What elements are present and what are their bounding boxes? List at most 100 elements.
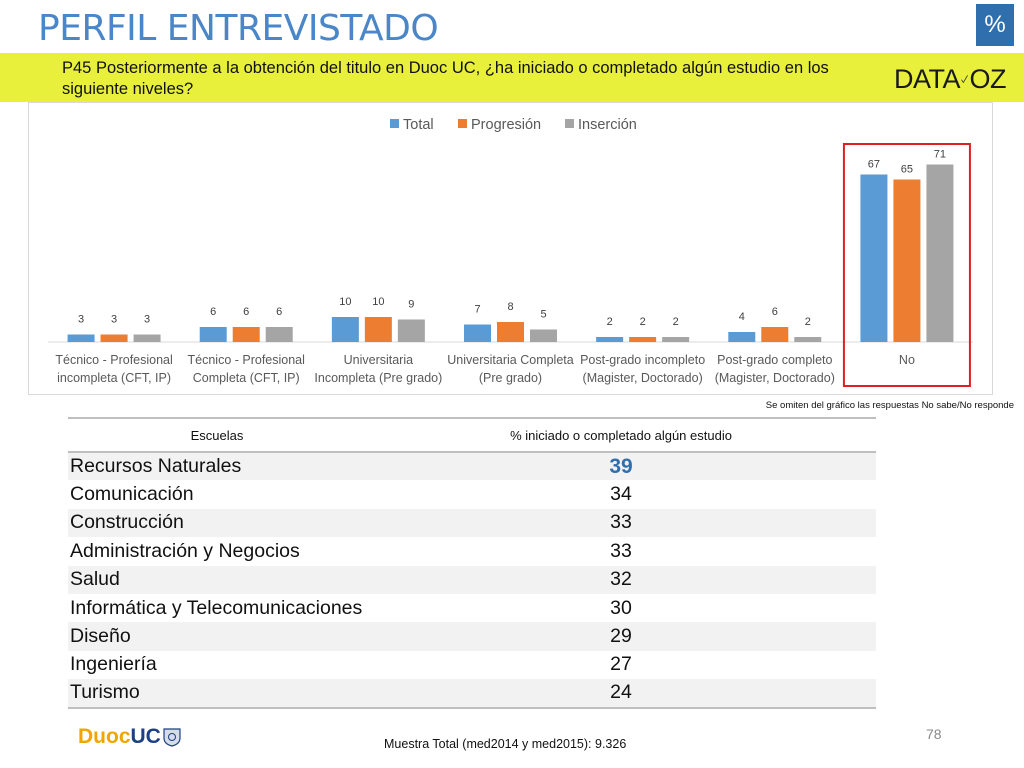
percent-badge: % [976,4,1014,46]
category-label: Completa (CFT, IP) [193,371,300,385]
school-value: 32 [366,565,876,594]
duoc-seal-icon [163,728,181,747]
table-header-row: Escuelas % iniciado o completado algún e… [68,417,876,453]
school-name: Salud [68,565,366,594]
school-name: Ingeniería [70,653,157,676]
data-label: 3 [78,314,84,326]
school-name: Turismo [68,679,366,709]
data-label: 8 [507,301,513,313]
bar [530,329,557,342]
table-row: Ingeniería 27 [68,651,876,679]
logo-text-left: DATA [894,63,961,94]
school-value: 33 [366,508,876,538]
datavoz-logo: DATA OZ [894,58,1006,100]
bar [397,319,425,342]
category-label: Técnico - Profesional [55,353,172,367]
bar [199,327,227,342]
table-header-school: Escuelas [68,417,366,453]
school-name: Informática y Telecomunicaciones [70,596,363,619]
chart-frame [28,102,993,395]
chart-footnote: Se omiten del gráfico las respuestas No … [765,400,1014,411]
school-value: 33 [610,539,632,562]
question-text: P45 Posteriormente a la obtención del ti… [62,59,829,98]
data-label: 4 [739,311,745,323]
bar [464,324,491,342]
data-label: 6 [210,306,216,318]
data-label: 67 [868,159,880,171]
school-name: Construcción [68,508,366,538]
data-label: 10 [372,296,384,308]
table-row: Administración y Negocios 33 [68,537,876,565]
bar [596,337,624,342]
question-banner [0,53,1024,102]
category-label: incompleta (CFT, IP) [57,371,171,385]
bar [893,179,921,342]
category-label: No [899,353,915,367]
data-label: 7 [474,304,480,316]
data-label: 65 [901,164,913,176]
bar [232,327,260,342]
school-name: Comunicación [70,483,194,506]
data-label: 3 [144,314,150,326]
bar [133,334,161,342]
legend-label: Inserción [578,117,637,133]
school-value: 39 [366,452,876,481]
data-label: 10 [339,296,351,308]
schools-table: Escuelas % iniciado o completado algún e… [68,417,876,709]
table-row: Comunicación 34 [68,480,876,508]
table-row: Recursos Naturales 39 [68,452,876,481]
logo-v-check-icon [961,75,968,84]
school-value: 24 [366,679,876,709]
category-label: Técnico - Profesional [188,353,305,367]
school-name: Diseño [68,622,366,651]
table-row: Turismo 24 [68,679,876,709]
bar [497,322,524,342]
data-label: 6 [243,306,249,318]
data-label: 6 [772,306,778,318]
logo-text-right: OZ [969,63,1007,94]
page-title: PERFIL ENTREVISTADO [38,8,439,49]
bar [926,164,954,342]
legend-label: Progresión [471,117,541,133]
page-number: 78 [926,726,942,742]
bar [662,337,690,342]
data-label: 2 [607,316,613,328]
category-label: Post-grado incompleto [580,353,705,367]
bar [265,327,293,342]
category-label: (Magister, Doctorado) [583,371,703,385]
category-label: (Magister, Doctorado) [715,371,835,385]
school-name: Administración y Negocios [70,539,300,562]
legend-swatch [458,119,467,128]
school-value: 34 [610,483,632,506]
bar [331,317,359,342]
highlight-box [842,143,971,387]
category-label: Universitaria [344,353,414,367]
category-label: Post-grado completo [717,353,832,367]
legend-swatch [565,119,574,128]
legend-label: Total [403,117,434,133]
duoc-uc-logo: Duoc UC [78,725,181,749]
data-label: 9 [408,299,414,311]
bar [794,337,822,342]
data-label: 71 [934,149,946,161]
bar [67,334,95,342]
data-label: 2 [640,316,646,328]
bar [364,317,392,342]
duoc-brand-left: Duoc [78,725,131,748]
table-row: Salud 32 [68,565,876,594]
table-header-percent: % iniciado o completado algún estudio [366,417,876,453]
data-label: 2 [673,316,679,328]
legend-swatch [390,119,399,128]
school-name: Recursos Naturales [68,452,366,481]
bar [860,174,888,342]
bar [629,337,657,342]
table-row: Construcción 33 [68,508,876,538]
sample-size-note: Muestra Total (med2014 y med2015): 9.326 [384,737,627,751]
data-label: 6 [276,306,282,318]
category-label: Universitaria Completa [447,353,573,367]
data-label: 3 [111,314,117,326]
school-value: 27 [610,653,632,676]
school-value: 30 [610,596,632,619]
bar [100,334,128,342]
table-row: Informática y Telecomunicaciones 30 [68,594,876,622]
